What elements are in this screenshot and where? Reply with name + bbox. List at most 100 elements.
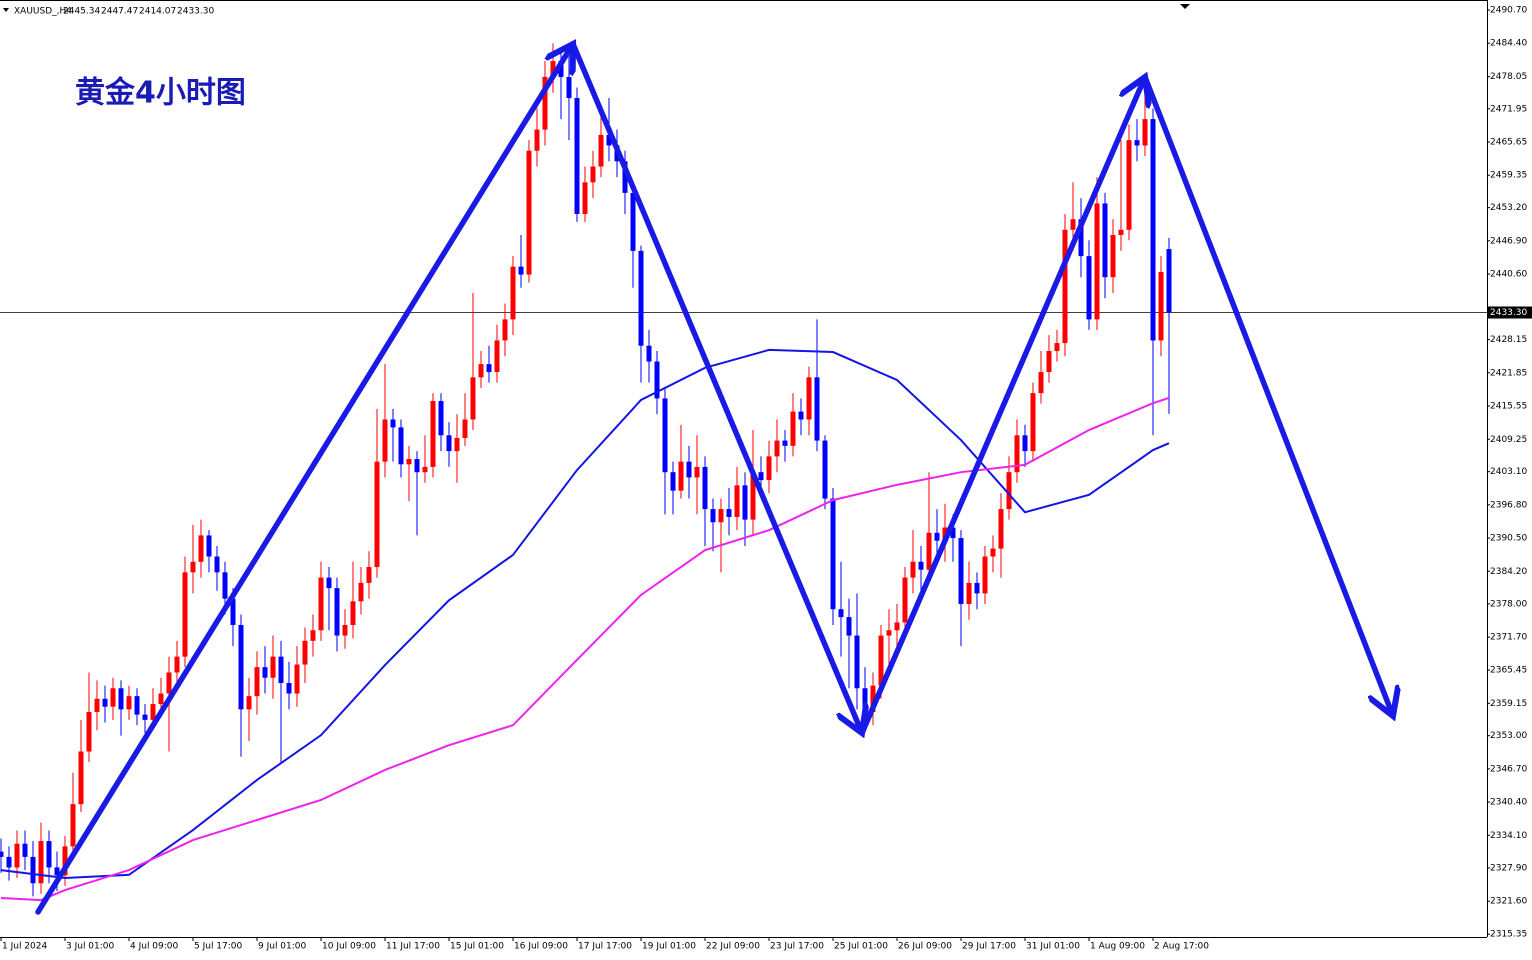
candle-body: [526, 150, 532, 275]
candle-body: [910, 561, 916, 578]
x-tick-label: 2 Aug 17:00: [1154, 942, 1209, 952]
candle-body: [718, 509, 724, 523]
candle-body: [726, 509, 732, 517]
candle-body: [46, 841, 52, 868]
candle-body: [774, 440, 780, 457]
candle-body: [710, 509, 716, 523]
y-tick-label: 2327.90: [1490, 863, 1527, 873]
candle-body: [750, 472, 756, 520]
candle-body: [902, 577, 908, 623]
candle-body: [398, 427, 404, 465]
candle-body: [198, 535, 204, 562]
candle-body: [598, 134, 604, 167]
candle-body: [734, 485, 740, 517]
candle-body: [294, 664, 300, 694]
candle-body: [374, 461, 380, 568]
candle-body: [1046, 350, 1052, 373]
y-tick-label: 2396.80: [1490, 500, 1527, 510]
candle-body: [870, 685, 876, 712]
candle-body: [22, 843, 28, 857]
candle-body: [790, 411, 796, 446]
candle-body: [1014, 435, 1020, 473]
x-tick-label: 5 Jul 17:00: [194, 942, 243, 952]
candle-body: [454, 437, 460, 452]
candle-body: [30, 856, 36, 884]
y-tick-label: 2353.00: [1490, 731, 1527, 741]
candle-body: [214, 556, 220, 573]
candle-body: [782, 440, 788, 446]
candle-body: [478, 364, 484, 378]
y-tick-label: 2440.60: [1490, 270, 1527, 280]
y-tick-label: 2484.40: [1490, 39, 1527, 49]
y-tick-label: 2428.15: [1490, 335, 1527, 345]
y-tick-label: 2465.65: [1490, 138, 1527, 148]
header-value: 2414.07: [139, 7, 176, 17]
x-tick-label: 1 Jul 2024: [2, 942, 47, 952]
candle-body: [606, 134, 612, 146]
candle-body: [766, 456, 772, 481]
candle-body: [342, 625, 348, 636]
arrow: [35, 44, 573, 915]
candle-body: [814, 377, 820, 441]
candle-body: [70, 804, 76, 847]
candle-body: [590, 166, 596, 183]
chart-title: 黄金4小时图: [75, 76, 246, 111]
candle-body: [798, 411, 804, 420]
pattern-arrows: [35, 44, 1393, 915]
candle-body: [166, 672, 172, 694]
candle-body: [638, 250, 644, 346]
candle-body: [934, 532, 940, 541]
y-tick-label: 2409.25: [1490, 435, 1527, 445]
candle-body: [14, 843, 20, 868]
candle-body: [150, 704, 156, 720]
x-tick-label: 26 Jul 09:00: [898, 942, 952, 952]
x-tick-label: 4 Jul 09:00: [130, 942, 179, 952]
y-tick-label: 2403.10: [1490, 467, 1527, 477]
candle-body: [286, 682, 292, 694]
candle-body: [470, 377, 476, 420]
candle-body: [1062, 229, 1068, 344]
candle-body: [646, 345, 652, 362]
candle-body: [326, 577, 332, 589]
candle-body: [1070, 219, 1076, 230]
candle-body: [158, 693, 164, 705]
candle-body: [206, 535, 212, 557]
candle-body: [382, 419, 388, 462]
candle-body: [622, 161, 628, 193]
candle-body: [0, 851, 4, 857]
x-tick-label: 23 Jul 17:00: [770, 942, 824, 952]
candle-body: [630, 192, 636, 251]
arrow: [1142, 74, 1393, 716]
candle-body: [278, 656, 284, 683]
candle-body: [94, 698, 100, 712]
candle-body: [662, 398, 668, 473]
x-tick-label: 17 Jul 17:00: [578, 942, 632, 952]
candle-body: [678, 461, 684, 491]
candle-body: [1022, 435, 1028, 452]
x-tick-label: 15 Jul 01:00: [450, 942, 504, 952]
candle-body: [62, 846, 68, 876]
arrow: [859, 77, 1145, 736]
candle-body: [270, 656, 276, 678]
candle-body: [54, 867, 60, 876]
candle-body: [134, 696, 140, 715]
header-value: 2447.47: [101, 7, 138, 17]
candle-body: [1054, 343, 1060, 351]
current-price-label: 2433.30: [1490, 308, 1527, 318]
y-tick-label: 2340.40: [1490, 798, 1527, 808]
candle-body: [894, 622, 900, 631]
candle-body: [1078, 219, 1084, 257]
candle-body: [190, 561, 196, 573]
candle-body: [230, 598, 236, 626]
candle-body: [702, 466, 708, 510]
header-value: 2433.30: [177, 7, 214, 17]
candle-body: [1038, 372, 1044, 394]
x-tick-label: 31 Jul 01:00: [1026, 942, 1080, 952]
candle-body: [390, 419, 396, 428]
candle-body: [566, 76, 572, 99]
y-tick-label: 2453.20: [1490, 203, 1527, 213]
candle-body: [366, 567, 372, 583]
candle-body: [1102, 203, 1108, 278]
candle-body: [694, 466, 700, 478]
